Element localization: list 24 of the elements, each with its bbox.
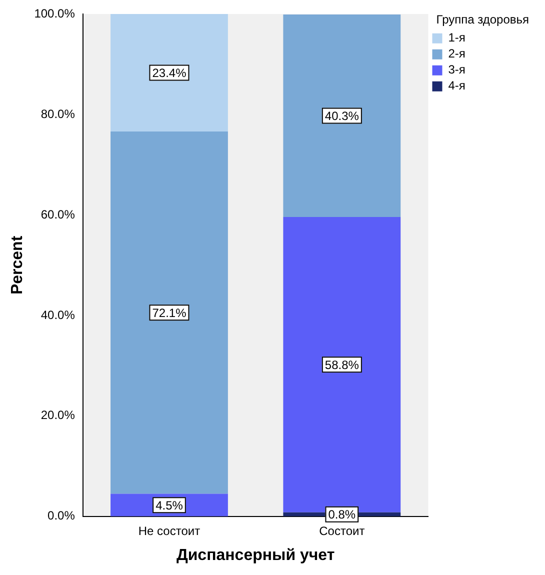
y-tick-label: 0.0% [48, 508, 76, 523]
bar [110, 14, 228, 132]
y-tick-label: 100.0% [34, 6, 76, 20]
x-axis-title: Диспансерный учет [176, 546, 335, 564]
legend-label: 1-я [448, 30, 466, 45]
data-label: 72.1% [152, 306, 187, 320]
data-label: 40.3% [324, 109, 360, 124]
data-label: 58.8% [324, 358, 360, 372]
data-label: 23.4% [152, 66, 187, 80]
y-tick-label: 40.0% [40, 308, 76, 322]
x-tick-label: Состоит [319, 524, 366, 538]
data-label: 4.5% [156, 498, 184, 512]
y-tick-label: 60.0% [40, 207, 76, 222]
legend-label: 4-я [448, 78, 466, 93]
bar [110, 132, 228, 494]
y-tick-label: 20.0% [40, 408, 76, 422]
legend-label: 3-я [448, 62, 466, 77]
data-label: 0.8% [328, 508, 356, 522]
legend-title: Группа здоровья [436, 12, 530, 26]
y-axis-title: Percent [9, 235, 26, 295]
legend-label: 2-я [448, 46, 466, 61]
y-tick-label: 80.0% [40, 106, 76, 121]
x-tick-label: Не состоит [138, 524, 201, 538]
bar [283, 14, 401, 217]
